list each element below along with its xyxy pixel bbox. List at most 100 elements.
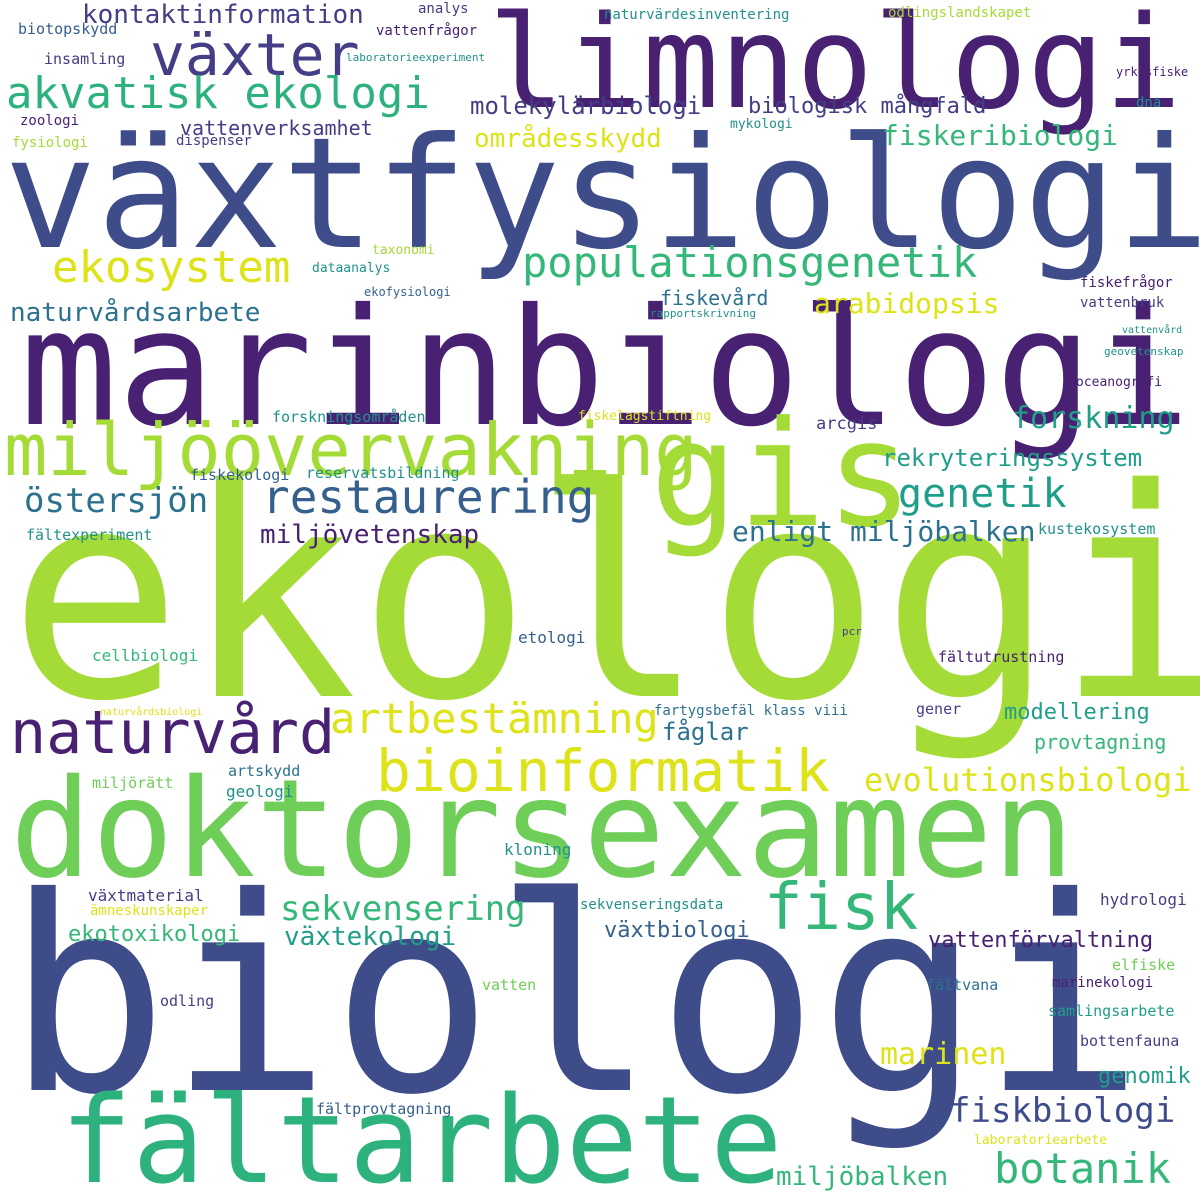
word-zoologi: zoologi bbox=[20, 113, 80, 129]
word-marinbiologi: marinbiologi bbox=[20, 275, 1191, 463]
word-vattenvard: vattenvård bbox=[1122, 325, 1183, 336]
word-vattenbruk: vattenbruk bbox=[1080, 295, 1165, 311]
word-marinekologi: marinekologi bbox=[1052, 975, 1154, 991]
word-ostersjon: östersjön bbox=[24, 481, 209, 521]
word-gener: gener bbox=[916, 700, 962, 718]
word-geovetenskap: geovetenskap bbox=[1104, 345, 1184, 358]
word-forskningsomraden: forskningsområden bbox=[272, 408, 426, 426]
word-provtagning: provtagning bbox=[1034, 730, 1167, 754]
word-faglar: fåglar bbox=[662, 718, 749, 746]
word-fiskbiologi: fiskbiologi bbox=[950, 1091, 1176, 1131]
word-ekofysiologi: ekofysiologi bbox=[364, 285, 451, 299]
word-miljoovervakning: miljöövervakning bbox=[4, 408, 698, 492]
word-vatten: vatten bbox=[482, 976, 537, 994]
word-vaxtfysiologi: växtfysiologi bbox=[4, 105, 1200, 284]
word-marinen: marinen bbox=[880, 1037, 1007, 1072]
word-naturvardesinventering: naturvärdesinventering bbox=[604, 7, 790, 23]
word-yrkesfiske: yrkesfiske bbox=[1116, 65, 1189, 79]
word-ekologi: ekologi bbox=[8, 428, 1200, 765]
word-laboratorieexperiment: laboratorieexperiment bbox=[346, 51, 486, 64]
word-odling: odling bbox=[160, 992, 215, 1010]
word-vaxtekologi: växtekologi bbox=[284, 922, 457, 952]
word-naturvardsbiologi: naturvårdsbiologi bbox=[100, 707, 203, 718]
word-fiskekologi: fiskekologi bbox=[190, 466, 290, 484]
word-geologi: geologi bbox=[226, 782, 294, 801]
word-arcgis: arcgis bbox=[816, 414, 878, 434]
word-hydrologi: hydrologi bbox=[1100, 890, 1187, 909]
word-forskning: forskning bbox=[1012, 401, 1175, 436]
word-odlingslandskapet: odlingslandskapet bbox=[888, 5, 1032, 21]
word-samlingsarbete: samlingsarbete bbox=[1048, 1002, 1175, 1020]
word-faltprovtagning: fältprovtagning bbox=[316, 1100, 452, 1118]
word-pcr: pcr bbox=[842, 625, 862, 638]
word-dna: dna bbox=[1136, 95, 1162, 111]
word-restaurering: restaurering bbox=[262, 470, 595, 524]
word-kontaktinformation: kontaktinformation bbox=[82, 0, 364, 30]
word-fysiologi: fysiologi bbox=[12, 135, 88, 151]
word-faltutrustning: fältutrustning bbox=[938, 648, 1065, 666]
word-biologisk-mangfald: biologisk mångfald bbox=[748, 94, 987, 119]
word-fartygsbefal: fartygsbefäl klass viii bbox=[654, 703, 848, 719]
word-insamling: insamling bbox=[44, 50, 126, 68]
word-evolutionsbiologi: evolutionsbiologi bbox=[864, 761, 1192, 799]
word-omradesskydd: områdesskydd bbox=[474, 124, 662, 154]
word-akvatisk-ekologi: akvatisk ekologi bbox=[6, 68, 430, 119]
word-genetik: genetik bbox=[898, 471, 1067, 517]
word-ekotoxikologi: ekotoxikologi bbox=[68, 922, 241, 947]
word-fiskeribiologi: fiskeribiologi bbox=[882, 119, 1119, 152]
word-faltexperiment: fältexperiment bbox=[26, 526, 153, 544]
word-sekvenseringsdata: sekvenseringsdata bbox=[580, 897, 724, 913]
word-artbestamning: artbestämning bbox=[330, 694, 659, 743]
word-fiskelagstiftning: fiskelagstiftning bbox=[578, 409, 712, 424]
word-mykologi: mykologi bbox=[730, 117, 793, 132]
word-vaxter: växter bbox=[150, 21, 360, 89]
word-arabidopsis: arabidopsis bbox=[814, 287, 1000, 320]
word-gis: gis bbox=[650, 390, 914, 560]
word-limnologi: limnologi bbox=[488, 0, 1182, 138]
word-dataanalys: dataanalys bbox=[312, 261, 391, 276]
word-elfiske: elfiske bbox=[1112, 956, 1176, 974]
word-kustekosystem: kustekosystem bbox=[1038, 520, 1156, 538]
word-dispenser: dispenser bbox=[176, 133, 252, 149]
word-oceanografi: oceanografi bbox=[1076, 375, 1163, 390]
word-analys: analys bbox=[418, 1, 469, 17]
word-vaxtmaterial: växtmaterial bbox=[88, 886, 204, 905]
word-ekosystem: ekosystem bbox=[52, 242, 291, 293]
word-artskydd: artskydd bbox=[228, 762, 301, 780]
word-vattenfragor: vattenfrågor bbox=[376, 23, 478, 39]
word-botanik: botanik bbox=[994, 1144, 1172, 1193]
word-modellering: modellering bbox=[1004, 700, 1150, 725]
word-kloning: kloning bbox=[504, 840, 572, 859]
word-naturvardsarbete: naturvårdsarbete bbox=[10, 298, 261, 328]
word-doktorsexamen: doktorsexamen bbox=[10, 751, 1075, 909]
word-rapportskrivning: rapportskrivning bbox=[650, 307, 756, 320]
word-bottenfauna: bottenfauna bbox=[1080, 1032, 1180, 1050]
word-faltvana: fältvana bbox=[926, 976, 999, 994]
word-fisk: fisk bbox=[764, 871, 919, 945]
word-rekryteringssystem: rekryteringssystem bbox=[882, 444, 1143, 472]
word-populationsgenetik: populationsgenetik bbox=[522, 238, 978, 287]
word-laboratoriearbete: laboratoriearbete bbox=[974, 1133, 1108, 1148]
word-miljovetenskap: miljövetenskap bbox=[260, 520, 480, 550]
word-biologi: biologi bbox=[6, 839, 1144, 1154]
word-fiskefragor: fiskefrågor bbox=[1080, 275, 1173, 291]
word-vattenforvaltning: vattenförvaltning bbox=[928, 928, 1154, 953]
word-amneskunskaper: ämneskunskaper bbox=[90, 903, 209, 919]
word-etologi: etologi bbox=[518, 628, 586, 647]
word-vattenverksamhet: vattenverksamhet bbox=[180, 116, 373, 140]
word-sekvensering: sekvensering bbox=[280, 889, 526, 929]
word-faltarbete: fältarbete bbox=[60, 1072, 783, 1200]
word-bioinformatik: bioinformatik bbox=[376, 737, 830, 805]
word-fiskevard: fiskevård bbox=[660, 286, 769, 310]
word-reservatsbildning: reservatsbildning bbox=[306, 464, 460, 482]
word-enligt-miljobalken: enligt miljöbalken bbox=[732, 515, 1036, 548]
word-naturvard: naturvård bbox=[10, 698, 336, 768]
word-vaxtbiologi: växtbiologi bbox=[604, 918, 750, 943]
word-miljoratt: miljörätt bbox=[92, 774, 174, 792]
word-miljobalken: miljöbalken bbox=[776, 1162, 949, 1192]
word-cellbiologi: cellbiologi bbox=[92, 646, 198, 665]
word-biotopskydd: biotopskydd bbox=[18, 20, 118, 38]
word-genomik: genomik bbox=[1098, 1064, 1191, 1089]
word-molekylarbiologi: molekylärbiologi bbox=[470, 92, 702, 120]
